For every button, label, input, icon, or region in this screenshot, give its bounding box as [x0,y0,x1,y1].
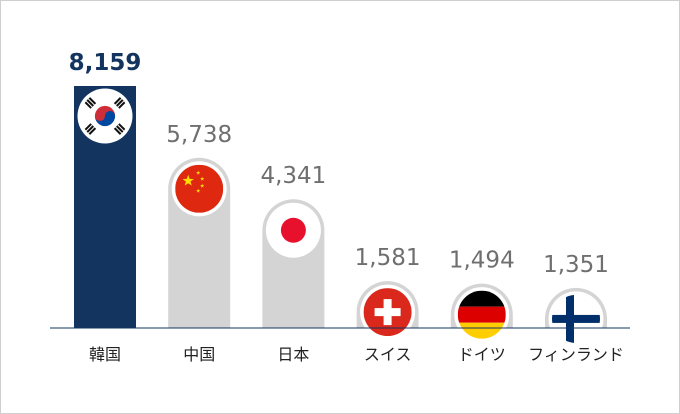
value-label-中国: 5,738 [166,122,232,148]
category-label-中国: 中国 [183,345,215,364]
japan-flag-icon [269,206,318,255]
value-label-ドイツ: 1,494 [449,248,515,274]
value-label-日本: 4,341 [260,163,326,189]
category-label-韓国: 韓国 [89,345,121,364]
switzerland-flag-icon [363,288,412,337]
flags-group [77,88,604,347]
south-korea-flag-icon [81,92,129,140]
category-label-フィンランド: フィンランド [528,345,624,364]
value-label-フィンランド: 1,351 [543,252,609,278]
bars-group [74,86,607,328]
value-label-韓国: 8,159 [69,50,142,76]
germany-flag-icon [457,290,506,339]
category-label-ドイツ: ドイツ [458,345,506,364]
china-flag-icon [175,164,224,213]
category-labels-group: 韓国 中国 日本 スイス ドイツ フィンランド [89,345,624,364]
category-label-日本: 日本 [277,345,309,364]
category-label-スイス: スイス [364,345,412,364]
value-label-スイス: 1,581 [355,245,421,271]
value-labels-group: 8,159 5,738 4,341 1,581 1,494 1,351 [69,50,609,278]
finland-flag-icon [552,294,600,343]
